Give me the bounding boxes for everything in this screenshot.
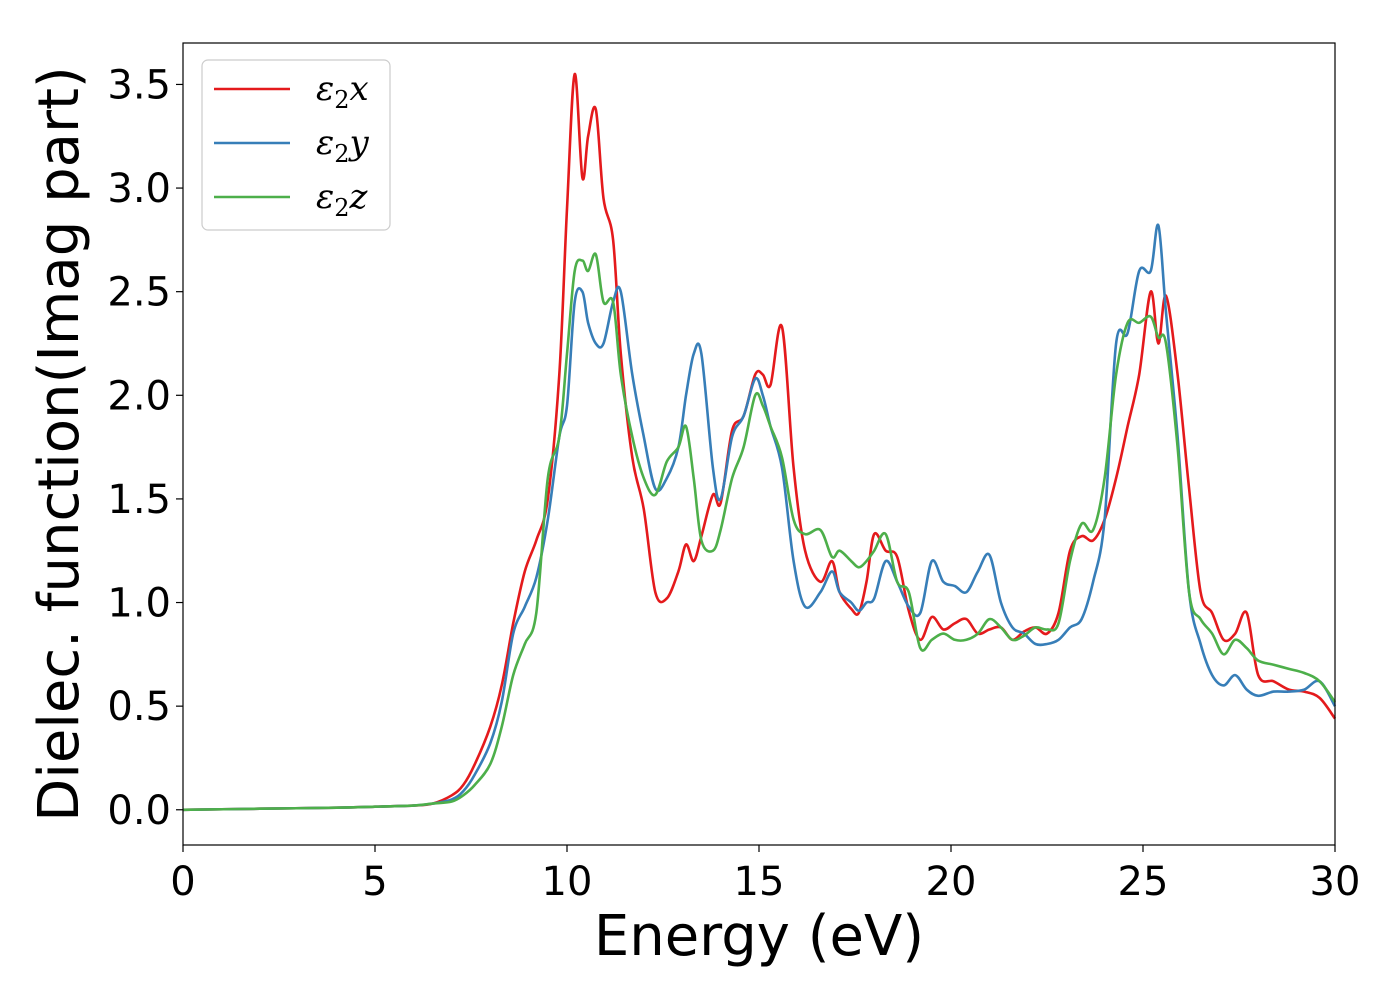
legend-item-x: ε2x [214,69,369,114]
legend-label-base: ε [316,69,334,109]
y-tick-label: 2.0 [107,373,171,419]
legend-item-z: ε2z [214,177,369,222]
legend-label-var: x [350,69,369,109]
legend-box [201,59,391,231]
series-line-z [182,252,1337,812]
legend-label-base: ε [316,123,334,163]
y-tick-label: 3.5 [107,62,171,108]
legend-item-y: ε2y [214,123,370,168]
series-line-x [182,72,1337,812]
legend-label-base: ε [316,177,334,217]
legend-label-subscript: 2 [334,140,349,168]
series-layer [182,72,1337,812]
x-tick-label: 5 [362,859,387,905]
y-tick-label: 3.0 [107,166,171,212]
y-tick-label: 0.5 [107,684,171,730]
legend-label-subscript: 2 [334,194,349,222]
x-axis-ticks: 0 5 10 15 20 25 30 [170,845,1360,905]
x-axis-label: Energy (eV) [594,904,924,969]
y-tick-label: 0.0 [107,788,171,834]
y-tick-label: 1.0 [107,581,171,627]
y-tick-label: 2.5 [107,270,171,316]
y-tick-label: 1.5 [107,477,171,523]
x-tick-label: 20 [926,859,977,905]
legend-label: ε2z [316,177,369,222]
x-tick-label: 10 [542,859,593,905]
x-tick-label: 15 [734,859,785,905]
legend-label: ε2y [316,123,370,168]
y-axis-ticks: 0.0 0.5 1.0 1.5 2.0 2.5 3.0 3.5 [107,62,183,834]
x-tick-label: 0 [170,859,195,905]
x-tick-label: 25 [1118,859,1169,905]
y-axis-label: Dielec. function(Imag part) [27,66,92,822]
legend-label-var: z [349,177,369,217]
legend-label: ε2x [316,69,369,114]
legend-label-var: y [348,123,370,163]
series-line-y [182,223,1337,812]
x-tick-label: 30 [1310,859,1361,905]
legend-label-subscript: 2 [334,86,349,114]
